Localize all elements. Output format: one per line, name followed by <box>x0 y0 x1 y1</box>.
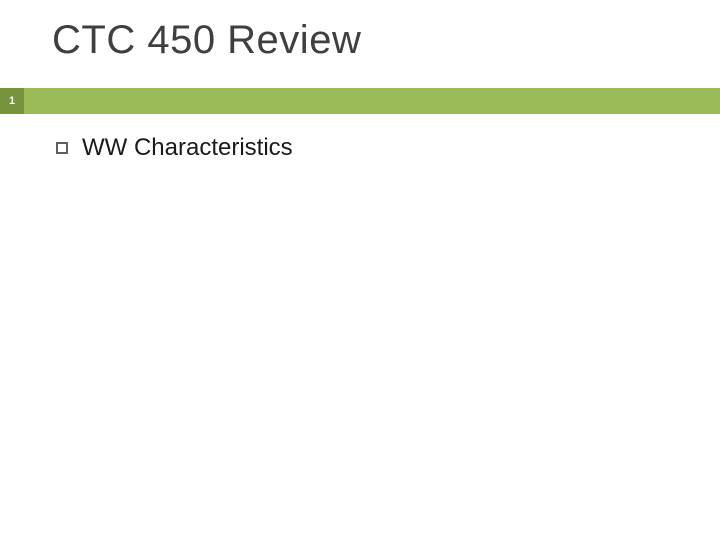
accent-bar <box>0 88 720 114</box>
slide-title: CTC 450 Review <box>52 18 361 63</box>
page-number: 1 <box>0 88 24 114</box>
bullet-text: WW Characteristics <box>82 134 293 162</box>
slide: CTC 450 Review 1 WW Characteristics <box>0 0 720 540</box>
accent-bar-light <box>24 88 720 114</box>
bullet-item: WW Characteristics <box>56 134 293 162</box>
square-bullet-icon <box>56 142 68 154</box>
content-area: WW Characteristics <box>56 134 293 162</box>
